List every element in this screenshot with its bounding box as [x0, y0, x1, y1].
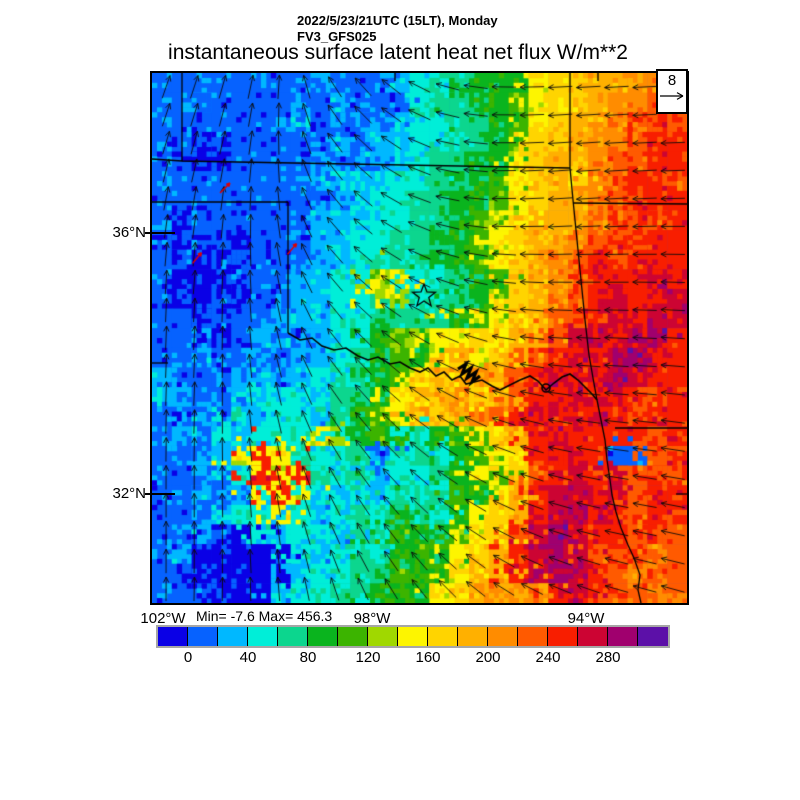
colorbar-segment [398, 627, 428, 646]
minmax-readout: Min= -7.6 Max= 456.3 [196, 608, 333, 624]
page-title: instantaneous surface latent heat net fl… [168, 41, 628, 64]
colorbar-segment [308, 627, 338, 646]
colorbar [156, 625, 670, 648]
colorbar-tick-label: 80 [299, 649, 317, 666]
colorbar-segment [338, 627, 368, 646]
colorbar-segment [158, 627, 188, 646]
datetime-line: 2022/5/23/21UTC (15LT), Monday [297, 13, 498, 28]
colorbar-segment [278, 627, 308, 646]
lon-label-98w: 98°W [353, 610, 391, 627]
lat-tick-36n [145, 232, 175, 234]
wind-reference-arrow-icon [659, 92, 683, 100]
colorbar-segment [518, 627, 548, 646]
lon-label-102w: 102°W [140, 610, 186, 627]
lon-label-94w: 94°W [567, 610, 605, 627]
wind-reference-box: 8 [656, 69, 688, 114]
colorbar-tick-label: 280 [595, 649, 621, 666]
colorbar-tick-label: 120 [355, 649, 381, 666]
lat-tick-32n [145, 493, 175, 495]
map-panel [150, 71, 689, 605]
colorbar-segment [548, 627, 578, 646]
colorbar-segment [608, 627, 638, 646]
colorbar-segment [248, 627, 278, 646]
colorbar-segment [638, 627, 668, 646]
colorbar-tick-label: 40 [239, 649, 257, 666]
model-line: FV3_GFS025 [297, 29, 377, 44]
colorbar-tick-label: 240 [535, 649, 561, 666]
colorbar-segment [218, 627, 248, 646]
heatmap-canvas [152, 73, 687, 603]
colorbar-segment [488, 627, 518, 646]
lat-label-36n: 36°N [112, 224, 146, 241]
colorbar-segment [188, 627, 218, 646]
colorbar-tick-label: 200 [475, 649, 501, 666]
colorbar-segment [578, 627, 608, 646]
colorbar-segment [458, 627, 488, 646]
wind-reference-value: 8 [667, 72, 677, 89]
colorbar-segment [368, 627, 398, 646]
colorbar-tick-label: 0 [183, 649, 193, 666]
lat-label-32n: 32°N [112, 485, 146, 502]
colorbar-segment [428, 627, 458, 646]
colorbar-tick-label: 160 [415, 649, 441, 666]
